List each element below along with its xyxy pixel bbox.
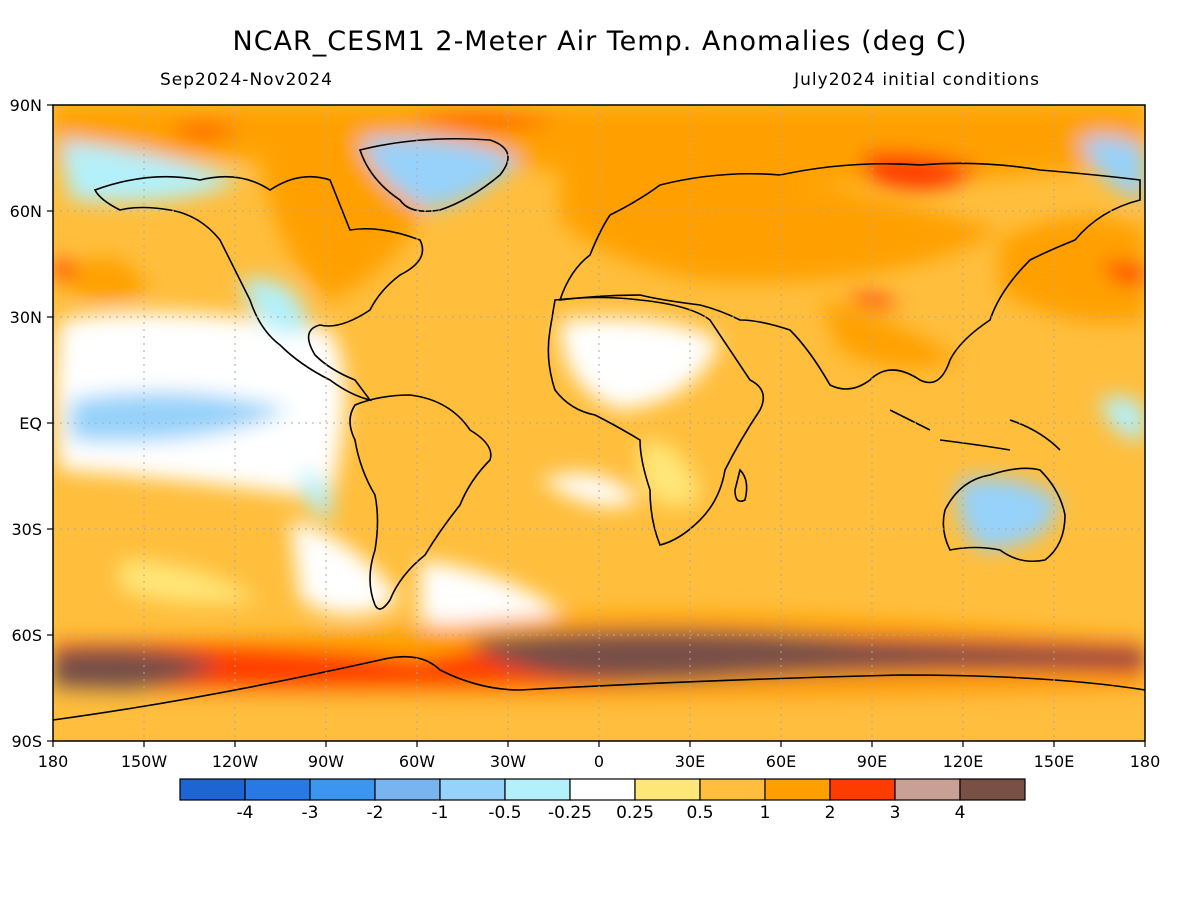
color-bar-swatch — [829, 778, 896, 801]
color-bar-label: -4 — [237, 803, 254, 823]
color-bar-swatch — [374, 778, 441, 801]
color-bar-swatch — [309, 778, 376, 801]
color-bar-label: 0.5 — [686, 803, 713, 823]
color-bar-swatch — [894, 778, 961, 801]
lat-label: 60N — [10, 202, 42, 221]
color-bar-label: -1 — [432, 803, 449, 823]
color-bar-label: 2 — [825, 803, 836, 823]
color-bar-swatch — [699, 778, 766, 801]
lon-label: 180 — [38, 752, 69, 771]
color-bar-swatch — [764, 778, 831, 801]
grid-lines — [53, 105, 1145, 741]
lat-label: 30N — [10, 308, 42, 327]
color-bar-swatch — [244, 778, 311, 801]
color-bar — [179, 778, 1026, 801]
color-bar-label: -0.5 — [488, 803, 521, 823]
lon-label: 150W — [121, 752, 168, 771]
lon-label: 60W — [399, 752, 435, 771]
lat-label: 90S — [11, 732, 42, 751]
lat-label: 60S — [11, 626, 42, 645]
color-bar-swatch — [439, 778, 506, 801]
lon-label: 120E — [943, 752, 984, 771]
color-bar-label: 3 — [890, 803, 901, 823]
lon-label: 180 — [1130, 752, 1161, 771]
color-bar-label: -2 — [367, 803, 384, 823]
color-bar-label: -0.25 — [548, 803, 592, 823]
latitude-labels: 90N 60N 30N EQ 30S 60S 90S — [10, 96, 42, 751]
forecast-period: Sep2024-Nov2024 — [160, 70, 333, 90]
color-bar-swatch — [959, 778, 1026, 801]
lon-label: 30W — [490, 752, 526, 771]
lon-label: 150E — [1034, 752, 1075, 771]
lon-label: 30E — [675, 752, 705, 771]
longitude-labels: 180 150W 120W 90W 60W 30W 0 30E 60E 90E … — [38, 752, 1161, 771]
initial-conditions: July2024 initial conditions — [794, 70, 1040, 90]
lat-label: EQ — [19, 414, 42, 433]
lat-label: 90N — [10, 96, 42, 115]
lon-label: 90W — [308, 752, 344, 771]
lon-label: 120W — [212, 752, 259, 771]
color-bar-label: -3 — [302, 803, 319, 823]
color-bar-swatch — [634, 778, 701, 801]
lon-label: 90E — [857, 752, 887, 771]
color-bar-label: 0.25 — [616, 803, 654, 823]
lon-label: 0 — [594, 752, 604, 771]
lat-label: 30S — [11, 520, 42, 539]
color-bar-label: 4 — [955, 803, 966, 823]
lon-label: 60E — [766, 752, 796, 771]
color-bar-swatch — [569, 778, 636, 801]
color-bar-labels: -4 -3 -2 -1 -0.5 -0.25 0.25 0.5 1 2 3 4 — [237, 803, 966, 823]
color-bar-swatch — [179, 778, 246, 801]
map-title: NCAR_CESM1 2-Meter Air Temp. Anomalies (… — [232, 26, 968, 57]
color-bar-label: 1 — [760, 803, 771, 823]
color-bar-swatch — [504, 778, 571, 801]
axis-ticks — [47, 104, 1146, 747]
